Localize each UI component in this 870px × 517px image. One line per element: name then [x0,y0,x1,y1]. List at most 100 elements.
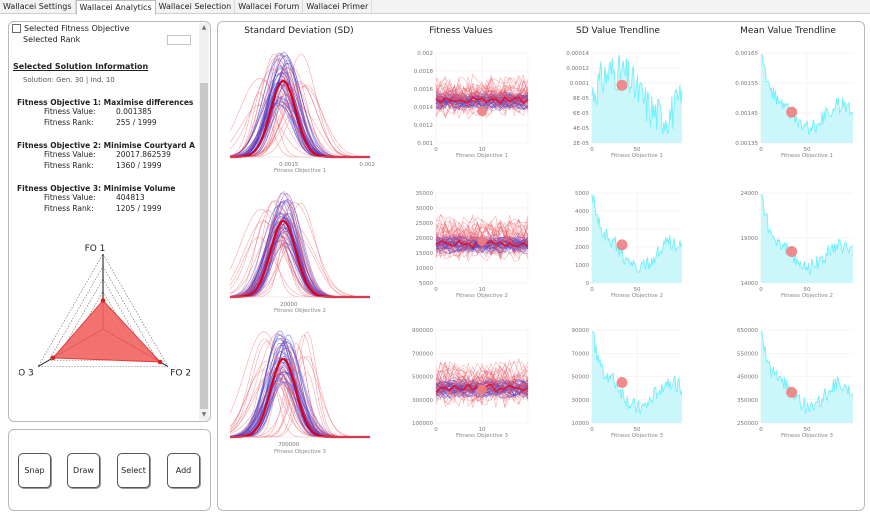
fitness-series [435,89,529,118]
scroll-thumb[interactable] [200,83,208,409]
scroll-up-icon[interactable]: ▲ [201,24,207,31]
selected-rank-label: Selected Rank [23,35,81,44]
selected-fitness-objective-row[interactable]: Selected Fitness Objective [12,24,129,33]
fitness-series [435,92,529,119]
x-tick-label: 10 [479,147,486,153]
fitness-series [435,86,529,112]
x-axis-label: Fitness Objective 1 [781,153,833,159]
fitness-series [435,361,529,390]
trendline [761,194,853,275]
radar-label-1: FO 1 [85,244,106,254]
fitness-series [435,78,529,106]
fitness-series [435,376,529,405]
objective-2-block: Fitness Objective 2: Minimise Courtyard … [17,141,195,172]
add-button[interactable]: Add [167,453,200,488]
x-axis-label: Fitness Objective 2 [781,293,833,299]
y-tick-label: 300000 [412,398,433,404]
selected-solution-marker [477,235,487,246]
selected-solution-marker [477,106,487,117]
radar-chart: FO 1 FO 2 FO 3 [19,244,191,379]
tab-wallacei-selection[interactable]: Wallacei Selection [156,0,236,13]
selected-rank-input[interactable] [167,35,191,45]
sd-column-title: Standard Deviation (SD) [244,26,354,36]
select-button[interactable]: Select [117,453,150,488]
fitness-series [435,218,529,244]
fitness-series [435,240,529,253]
fitness-series [435,90,529,102]
selected-fitness-objective-checkbox[interactable] [12,24,21,33]
distribution-curve [230,356,368,438]
mean-trendline-column-title: Mean Value Trendline [740,26,836,36]
objective-2-value-label: Fitness Value: [44,150,96,159]
y-tick-label: 25000 [416,221,434,227]
trendline [591,194,683,273]
objective-1-block: Fitness Objective 1: Maximise difference… [17,98,193,129]
tab-wallacei-primer[interactable]: Wallacei Primer [303,0,373,13]
x-axis-label: Fitness Objective 1 [456,153,508,159]
x-tick-label: 50 [804,147,811,153]
trendline [592,331,683,415]
x-axis-label: Fitness Objective 2 [611,293,663,299]
trendline-area [761,194,853,283]
fitness-series [435,372,529,399]
y-tick-label: 10000 [416,266,434,272]
x-axis-label: Fitness Objective 1 [274,168,326,174]
fitness-series [435,224,529,250]
tab-wallacei-settings[interactable]: Wallacei Settings [0,0,76,13]
y-tick-label: 250000 [737,421,758,427]
fitness-series [435,236,529,258]
fitness-series [435,80,529,109]
y-tick-label: 0.001 [417,141,433,147]
x-axis-label: Fitness Objective 3 [781,433,834,439]
y-tick-label: 0.0012 [414,123,433,129]
y-tick-label: 30000 [416,206,434,212]
y-tick-label: 0.0018 [414,69,434,75]
selected-solution-marker [786,106,798,118]
objective-3-block: Fitness Objective 3: Minimise Volume Fit… [17,184,176,215]
tab-wallacei-forum[interactable]: Wallacei Forum [235,0,304,13]
solution-id: Solution: Gen. 30 | Ind. 10 [23,76,115,84]
y-tick-label: 700000 [412,351,433,357]
selected-solution-marker [786,386,798,398]
tab-wallacei-analytics[interactable]: Wallacei Analytics [75,0,156,15]
fitness-series [435,373,529,400]
objective-2-value: 20017.862539 [116,150,171,159]
objective-3-rank: 1205 / 1999 [116,204,162,213]
x-tick-label: 0 [759,427,763,433]
fitness-series [435,216,529,243]
tick-label: 20000 [280,302,298,308]
distribution-curve [229,225,369,298]
radar-point-1 [100,298,106,303]
tab-bar: Wallacei Settings Wallacei Analytics Wal… [0,0,870,15]
objective-3-rank-label: Fitness Rank: [44,204,94,213]
y-tick-label: 0.0016 [414,87,434,93]
objective-1-value-label: Fitness Value: [44,107,96,116]
y-tick-label: 1000 [575,263,589,269]
fitness-values-column-title: Fitness Values [429,26,493,36]
scroll-down-icon[interactable]: ▼ [201,411,207,418]
fitness-series [435,213,529,242]
objective-3-value-label: Fitness Value: [44,193,96,202]
y-tick-label: 6E-05 [573,111,589,117]
x-tick-label: 0 [590,427,594,433]
draw-button[interactable]: Draw [67,453,100,488]
fitness-series [435,240,529,253]
x-axis-label: Fitness Objective 2 [456,293,508,299]
snap-button[interactable]: Snap [18,453,51,488]
y-tick-label: 0.00012 [566,66,589,72]
fitness-series [435,380,529,408]
y-tick-label: 10000 [572,421,590,427]
y-tick-label: 0.00145 [735,111,758,117]
radar-label-2: FO 2 [170,369,191,379]
objective-3-heading: Fitness Objective 3: Minimise Volume [17,184,176,193]
fitness-series [435,87,529,113]
fitness-series [435,87,529,111]
y-tick-label: 70000 [572,351,590,357]
objective-3-value: 404813 [116,193,145,202]
x-tick-label: 50 [804,427,811,433]
left-panel-scrollbar[interactable]: ▲ ▼ [199,23,209,420]
x-tick-label: 0 [759,147,763,153]
